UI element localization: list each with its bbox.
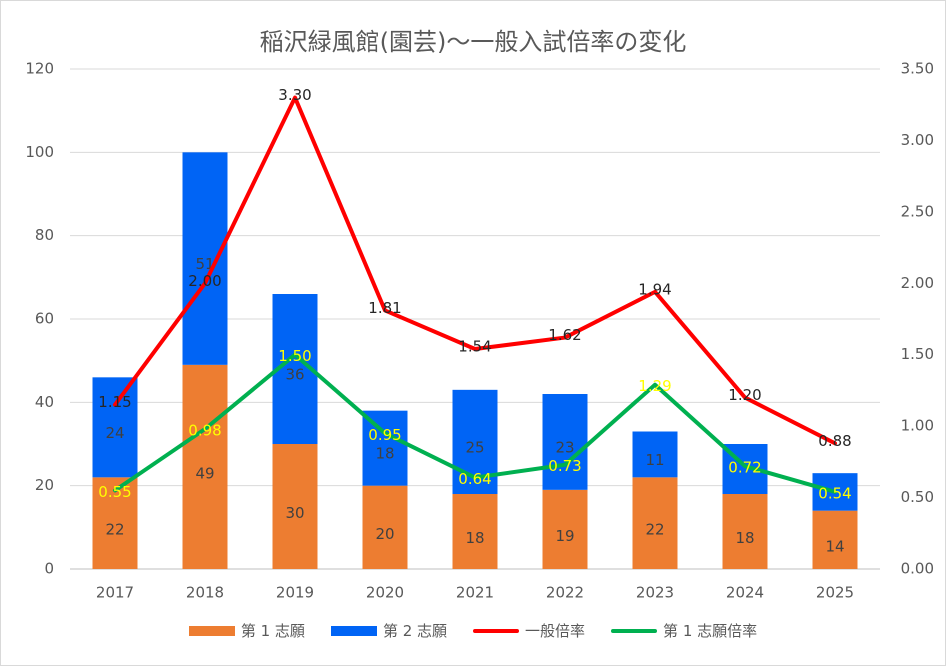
bar-data-label: 19	[555, 527, 574, 545]
bar-second-choice	[92, 377, 138, 478]
first-choice-ratio-line	[113, 352, 837, 494]
general-ratio-label: 3.30	[278, 86, 311, 104]
y2-tick-label: 2.00	[901, 274, 934, 292]
bar-data-label: 23	[555, 438, 574, 456]
general-ratio-label: 0.88	[818, 432, 851, 450]
bar-second-choice	[632, 431, 678, 478]
first-choice-ratio-label: 0.98	[188, 422, 221, 440]
legend: 第 1 志願 第 2 志願 一般倍率 第 1 志願倍率	[0, 620, 946, 641]
y-tick-label: 100	[25, 143, 54, 161]
general-ratio-label: 1.81	[368, 299, 401, 317]
first-choice-ratio-label: 0.72	[728, 459, 761, 477]
legend-label: 第 1 志願	[240, 622, 305, 640]
bar-second-choice	[362, 410, 408, 486]
y2-tick-label: 2.50	[901, 202, 934, 220]
y-tick-label: 60	[35, 310, 54, 328]
first-choice-ratio-label: 0.64	[458, 470, 491, 488]
x-tick-label: 2024	[726, 584, 764, 602]
bar-data-label: 14	[825, 537, 844, 555]
bar-first-choice	[182, 364, 228, 569]
x-tick-label: 2023	[636, 584, 674, 602]
x-tick-label: 2017	[96, 584, 134, 602]
bar-data-label: 11	[645, 451, 664, 469]
bar-data-label: 25	[465, 438, 484, 456]
general-ratio-label: 2.00	[188, 272, 221, 290]
x-tick-label: 2019	[276, 584, 314, 602]
bar-first-choice	[812, 510, 858, 569]
first-choice-ratio-label: 0.95	[368, 426, 401, 444]
general-ratio-label: 1.20	[728, 386, 761, 404]
y2-tick-label: 3.50	[901, 60, 934, 78]
legend-swatch	[473, 628, 520, 633]
bar-first-choice	[542, 489, 588, 569]
x-tick-label: 2022	[546, 584, 584, 602]
bar-data-label: 22	[645, 521, 664, 539]
bar-data-label: 18	[465, 529, 484, 547]
legend-item-first-choice-ratio: 第 1 志願倍率	[611, 620, 757, 641]
bar-data-label: 22	[105, 521, 124, 539]
bar-first-choice	[362, 485, 408, 569]
general-ratio-label: 1.62	[548, 326, 581, 344]
legend-swatch	[188, 625, 235, 636]
general-ratio-label: 1.94	[638, 280, 671, 298]
legend-label: 第 2 志願	[382, 622, 448, 640]
legend-item-second-choice: 第 2 志願	[330, 620, 448, 641]
bar-data-label: 24	[105, 424, 124, 442]
bar-data-label: 51	[195, 255, 214, 273]
y-tick-label: 20	[35, 476, 54, 494]
y2-tick-label: 0.50	[901, 488, 934, 506]
legend-item-first-choice: 第 1 志願	[188, 620, 305, 641]
y2-tick-label: 3.00	[901, 131, 934, 149]
bar-first-choice	[272, 444, 318, 569]
bar-data-label: 18	[375, 445, 394, 463]
first-choice-ratio-label: 1.50	[278, 347, 311, 365]
x-tick-label: 2018	[186, 584, 224, 602]
general-ratio-line	[113, 95, 837, 446]
bar-second-choice	[542, 394, 588, 490]
chart-title: 稲沢緑風館(園芸)～一般入試倍率の変化	[259, 28, 687, 56]
general-ratio-label: 1.15	[98, 393, 131, 411]
bar-first-choice	[722, 494, 768, 569]
y2-tick-label: 0.00	[901, 560, 934, 578]
legend-swatch	[611, 628, 658, 633]
first-choice-ratio-label: 0.54	[818, 484, 851, 502]
y2-tick-label: 1.00	[901, 417, 934, 435]
legend-label: 第 1 志願倍率	[663, 622, 758, 640]
y-tick-label: 40	[35, 393, 54, 411]
first-choice-ratio-label: 0.73	[548, 457, 581, 475]
bar-first-choice	[452, 494, 498, 569]
first-choice-ratio-label: 0.55	[98, 483, 131, 501]
bar-data-label: 36	[285, 366, 304, 384]
bar-first-choice	[632, 477, 678, 569]
y-tick-label: 80	[35, 226, 54, 244]
y-tick-label: 120	[25, 60, 54, 78]
legend-swatch	[330, 625, 377, 636]
bar-first-choice	[92, 477, 138, 569]
bar-data-label: 18	[735, 529, 754, 547]
x-tick-label: 2025	[816, 584, 854, 602]
general-ratio-label: 1.54	[458, 338, 491, 356]
bar-data-label: 49	[195, 464, 214, 482]
bar-second-choice	[182, 152, 228, 365]
bar-data-label: 30	[285, 504, 304, 522]
y-tick-label: 0	[44, 560, 54, 578]
y2-tick-label: 1.50	[901, 345, 934, 363]
legend-label: 一般倍率	[525, 622, 586, 640]
bar-data-label: 20	[375, 525, 394, 543]
x-tick-label: 2021	[456, 584, 494, 602]
x-tick-label: 2020	[366, 584, 404, 602]
first-choice-ratio-label: 1.29	[638, 377, 671, 395]
legend-item-general-ratio: 一般倍率	[473, 620, 585, 641]
